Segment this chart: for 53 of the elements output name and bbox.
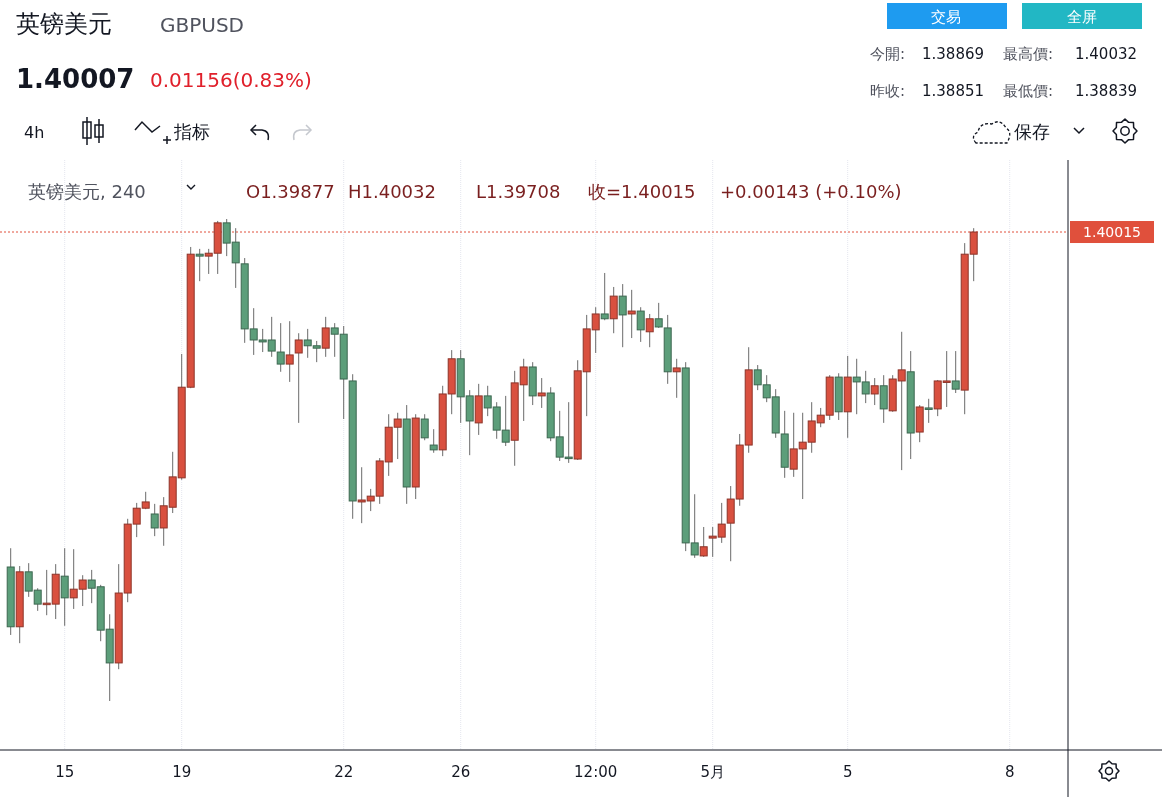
candlestick xyxy=(609,286,618,334)
candlestick xyxy=(618,283,627,348)
text: 交易 xyxy=(931,8,961,26)
text: 昨收: xyxy=(870,82,906,100)
x-tick-label: 26 xyxy=(451,763,471,781)
text: 全屏 xyxy=(1067,8,1097,26)
candlestick xyxy=(951,350,960,394)
text: +0.00143 (+0.10%) xyxy=(720,181,902,202)
x-tick-label: 8 xyxy=(1004,763,1015,781)
candlestick xyxy=(879,374,888,424)
candlestick xyxy=(150,503,159,537)
text: 1.38851 xyxy=(922,82,985,100)
x-tick-label: 22 xyxy=(334,763,354,781)
text: 0.01156(0.83%) xyxy=(150,68,312,92)
candlestick xyxy=(285,320,294,383)
text: 1.40015 xyxy=(1083,224,1141,241)
candlestick xyxy=(321,316,330,358)
candlestick xyxy=(699,526,708,558)
candlestick xyxy=(627,289,636,339)
text: 今開: xyxy=(870,45,906,63)
x-tick-label: 5月 xyxy=(700,763,725,781)
x-tick-label: 19 xyxy=(172,763,192,781)
candlestick xyxy=(672,358,681,399)
text: O1.39877 xyxy=(246,181,335,202)
text: 1.38869 xyxy=(922,45,985,63)
text: 收=1.40015 xyxy=(588,181,696,202)
text: 1.38839 xyxy=(1075,82,1138,100)
candlestick xyxy=(924,398,933,424)
candlestick xyxy=(645,313,654,348)
candlestick xyxy=(420,413,429,441)
x-tick-label: 5 xyxy=(842,763,853,781)
text: H1.40032 xyxy=(348,181,436,202)
candlestick xyxy=(294,332,303,424)
text: 1.40007 xyxy=(16,64,135,94)
x-tick-label: 12:00 xyxy=(574,763,618,781)
text: 1.40032 xyxy=(1075,45,1138,63)
text: 4h xyxy=(24,123,45,142)
x-tick-label: 15 xyxy=(55,763,75,781)
candlestick xyxy=(429,428,438,454)
candlestick xyxy=(600,272,609,321)
text: 最高價: xyxy=(1003,45,1054,63)
chart-subtitle: GBPUSD xyxy=(160,13,245,37)
candlestick xyxy=(60,547,69,627)
text: 指标 xyxy=(173,121,210,142)
candlestick xyxy=(195,248,204,282)
text: 最低價: xyxy=(1003,82,1054,100)
candlestick xyxy=(537,377,546,409)
text: L1.39708 xyxy=(476,181,561,202)
candlestick xyxy=(636,306,645,343)
chart-title: 英镑美元 xyxy=(16,10,112,38)
candlestick xyxy=(870,377,879,406)
text: 保存 xyxy=(1014,121,1050,142)
text: 英镑美元, 240 xyxy=(28,181,146,202)
